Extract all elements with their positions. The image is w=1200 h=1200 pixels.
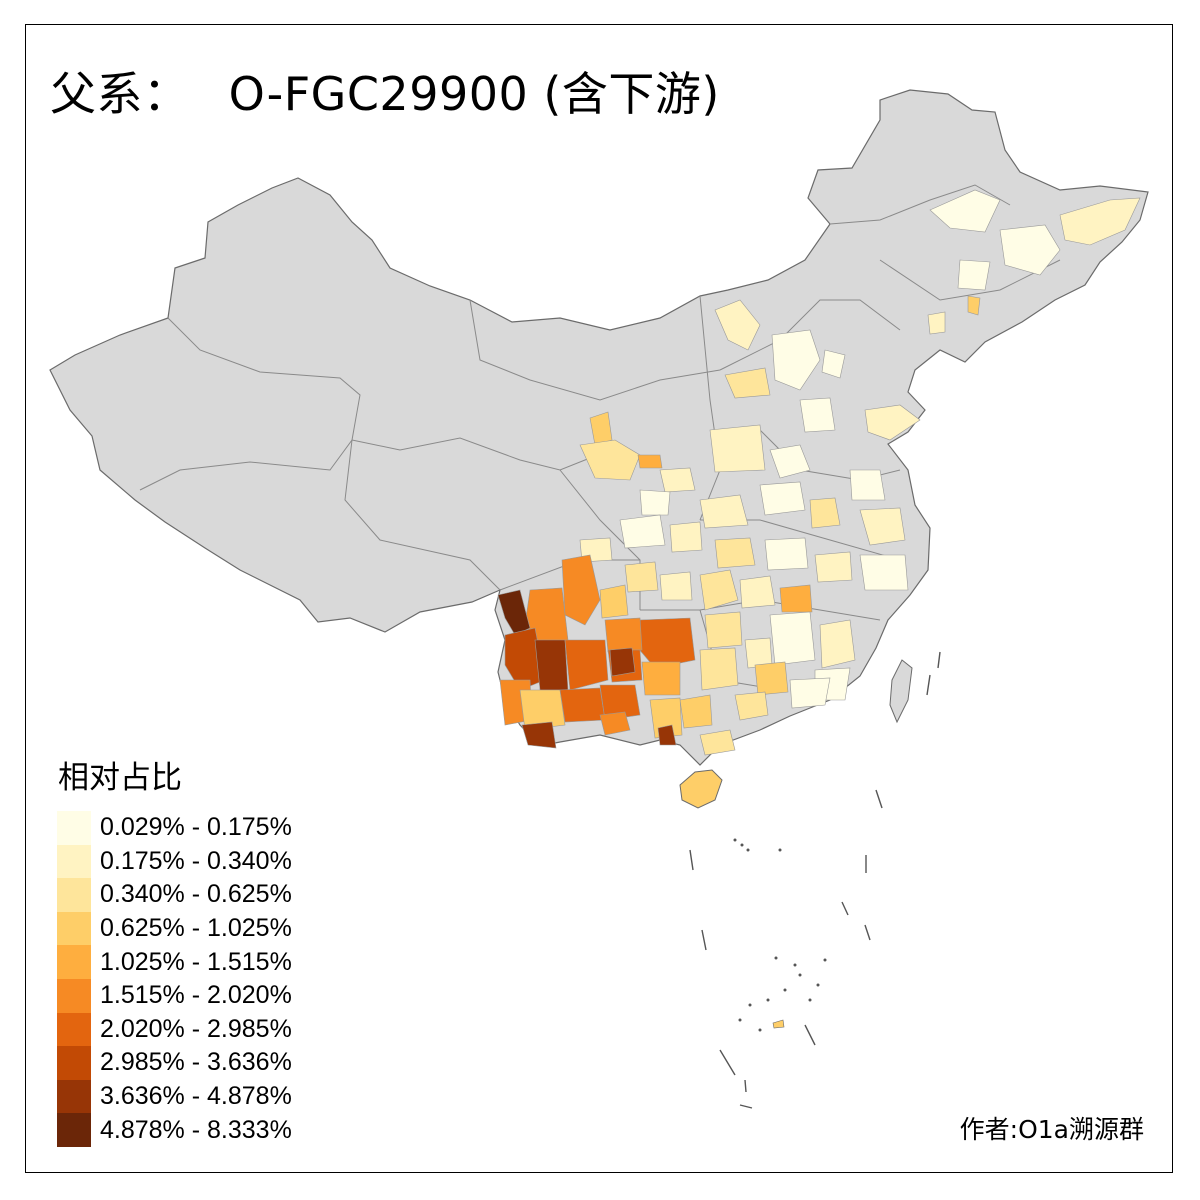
legend-swatch xyxy=(57,911,91,946)
legend-item: 0.625% - 1.025% xyxy=(57,911,292,946)
legend-item: 1.515% - 2.020% xyxy=(57,978,292,1013)
legend-label: 0.175% - 0.340% xyxy=(100,846,292,875)
legend: 相对占比 0.029% - 0.175% 0.175% - 0.340% 0.340… xyxy=(57,752,292,1147)
legend-item: 0.029% - 0.175% xyxy=(57,811,292,845)
island-dots xyxy=(733,838,827,1032)
legend-item: 0.340% - 0.625% xyxy=(57,878,292,912)
legend-swatch xyxy=(57,1079,91,1114)
legend-item: 1.025% - 1.515% xyxy=(57,945,292,979)
legend-swatch xyxy=(57,945,91,979)
legend-label: 0.340% - 0.625% xyxy=(100,880,292,909)
legend-label: 1.025% - 1.515% xyxy=(100,947,292,976)
title-haplogroup: O-FGC29900 (含下游) xyxy=(228,67,720,121)
south-china-sea-islands xyxy=(689,651,941,1109)
legend-label: 0.029% - 0.175% xyxy=(100,813,292,842)
spratly-colored-island xyxy=(772,1019,785,1029)
data-regions xyxy=(497,189,1141,756)
legend-item: 4.878% - 8.333% xyxy=(57,1113,292,1147)
legend-item: 2.985% - 3.636% xyxy=(57,1046,292,1080)
legend-swatch xyxy=(57,1113,91,1147)
map-title: 父系： O-FGC29900 (含下游) xyxy=(50,58,720,124)
legend-label: 0.625% - 1.025% xyxy=(100,914,292,943)
legend-label: 1.515% - 2.020% xyxy=(100,981,292,1010)
legend-swatch xyxy=(57,811,91,845)
legend-rows: 0.029% - 0.175% 0.175% - 0.340% 0.340% - 0… xyxy=(57,811,292,1147)
legend-item: 2.020% - 2.985% xyxy=(57,1012,292,1047)
legend-label: 3.636% - 4.878% xyxy=(100,1082,292,1111)
legend-swatch xyxy=(57,1012,91,1047)
legend-swatch xyxy=(57,978,91,1013)
legend-label: 4.878% - 8.333% xyxy=(100,1115,292,1144)
taiwan-island xyxy=(889,659,913,724)
author-credit: 作者:O1a溯源群 xyxy=(959,1115,1144,1144)
title-prefix: 父系： xyxy=(50,67,190,121)
legend-title: 相对占比 xyxy=(58,760,182,796)
legend-label: 2.020% - 2.985% xyxy=(100,1014,292,1043)
legend-label: 2.985% - 3.636% xyxy=(100,1048,292,1077)
legend-swatch xyxy=(57,844,91,879)
hainan-island xyxy=(679,769,723,809)
legend-item: 3.636% - 4.878% xyxy=(57,1079,292,1114)
legend-swatch xyxy=(57,1046,91,1080)
legend-swatch xyxy=(57,878,91,912)
legend-item: 0.175% - 0.340% xyxy=(57,844,292,879)
